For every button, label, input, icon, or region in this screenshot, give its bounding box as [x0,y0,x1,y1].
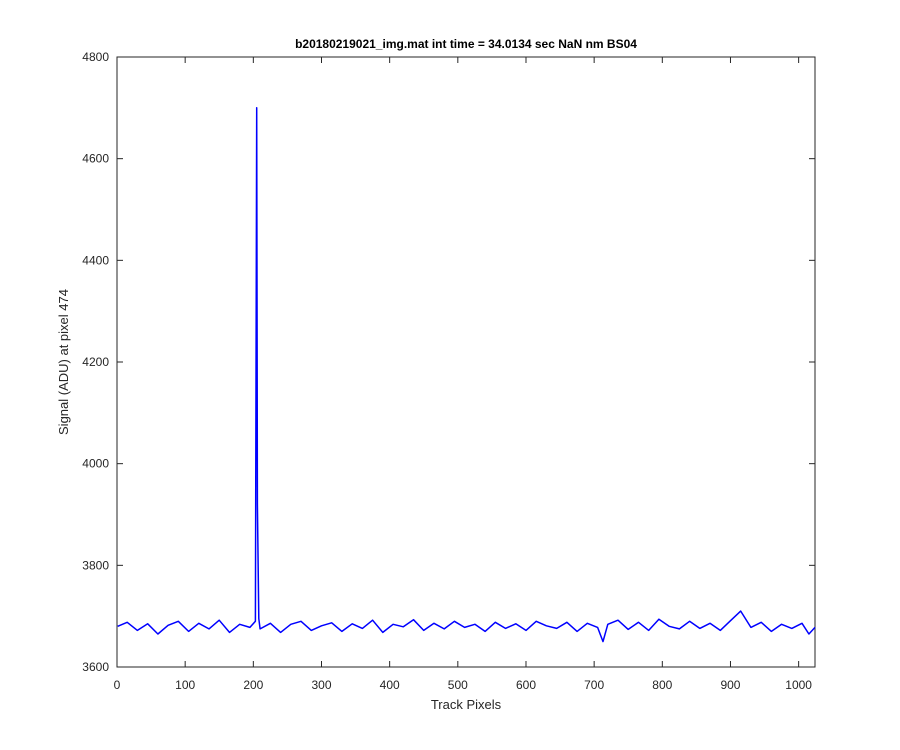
x-tick-label: 900 [720,678,740,692]
y-tick-label: 4200 [82,355,109,369]
y-tick-label: 4800 [82,50,109,64]
y-tick-label: 4600 [82,152,109,166]
x-tick-label: 100 [175,678,195,692]
x-tick-labels: 0 100 200 300 400 500 600 700 800 900 1000 [114,678,813,692]
y-axis-label: Signal (ADU) at pixel 474 [56,289,71,435]
axis-ticks [116,56,815,668]
x-tick-label: 0 [114,678,121,692]
x-tick-label: 600 [516,678,536,692]
x-tick-label: 700 [584,678,604,692]
y-tick-label: 4000 [82,457,109,471]
series-line [117,107,816,643]
x-tick-label: 200 [243,678,263,692]
y-tick-label: 4400 [82,253,109,267]
x-tick-label: 800 [652,678,672,692]
x-tick-label: 1000 [785,678,812,692]
y-tick-label: 3800 [82,558,109,572]
x-tick-label: 500 [448,678,468,692]
y-tick-labels: 3600 3800 4000 4200 4400 4600 4800 [82,50,109,674]
y-tick-label: 3600 [82,660,109,674]
x-tick-label: 400 [380,678,400,692]
chart-title: b20180219021_img.mat int time = 34.0134 … [295,37,637,51]
x-axis-label: Track Pixels [431,697,502,712]
plot-area [116,56,816,668]
x-tick-label: 300 [311,678,331,692]
